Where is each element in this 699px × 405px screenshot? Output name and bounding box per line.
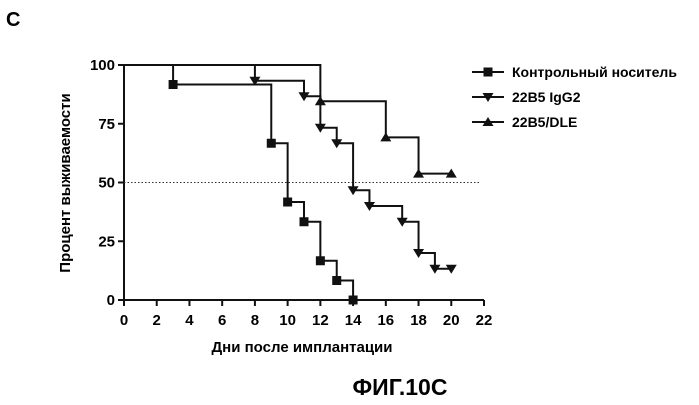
data-point-marker <box>300 217 309 226</box>
x-tick-label: 6 <box>218 312 226 329</box>
legend-marker <box>484 68 493 77</box>
data-point-marker <box>332 276 341 285</box>
data-point-marker <box>169 80 178 89</box>
legend-label: 22B5 IgG2 <box>512 89 581 105</box>
y-tick-label: 75 <box>98 116 115 133</box>
legend-label: 22B5/DLE <box>512 114 577 130</box>
x-tick-label: 2 <box>153 312 161 329</box>
x-tick-label: 14 <box>345 312 362 329</box>
y-tick-label: 0 <box>107 292 115 309</box>
legend-label: Контрольный носитель <box>512 64 677 80</box>
x-tick-labels: 0 2 4 6 8 10 12 14 16 18 20 22 <box>120 312 493 329</box>
y-tick-label: 25 <box>98 233 115 250</box>
x-tick-label: 8 <box>251 312 259 329</box>
y-axis-label: Процент выживаемости <box>57 93 74 272</box>
survival-chart: C 0 2 4 6 8 10 12 14 16 18 20 22 0 25 50 75 100 Дни пос… <box>0 0 699 405</box>
panel-letter: C <box>6 9 20 31</box>
axes <box>118 65 484 306</box>
figure-caption: ФИГ.10С <box>353 374 448 400</box>
data-point-marker <box>267 139 276 148</box>
series-2 <box>124 65 457 274</box>
y-tick-label: 100 <box>90 57 115 74</box>
series-group <box>124 65 457 305</box>
x-tick-label: 4 <box>185 312 194 329</box>
data-point-marker <box>283 198 292 207</box>
x-axis-label: Дни после имплантации <box>211 339 392 356</box>
data-point-marker <box>316 256 325 265</box>
x-tick-label: 18 <box>410 312 427 329</box>
x-tick-label: 10 <box>279 312 296 329</box>
data-point-marker <box>349 296 358 305</box>
y-tick-labels: 0 25 50 75 100 <box>90 57 115 309</box>
x-tick-label: 16 <box>377 312 394 329</box>
x-tick-label: 22 <box>476 312 493 329</box>
x-tick-label: 20 <box>443 312 460 329</box>
y-tick-label: 50 <box>98 175 115 192</box>
legend: Контрольный носитель 22B5 IgG2 22B5/DLE <box>472 64 677 130</box>
x-tick-label: 0 <box>120 312 128 329</box>
x-tick-label: 12 <box>312 312 329 329</box>
